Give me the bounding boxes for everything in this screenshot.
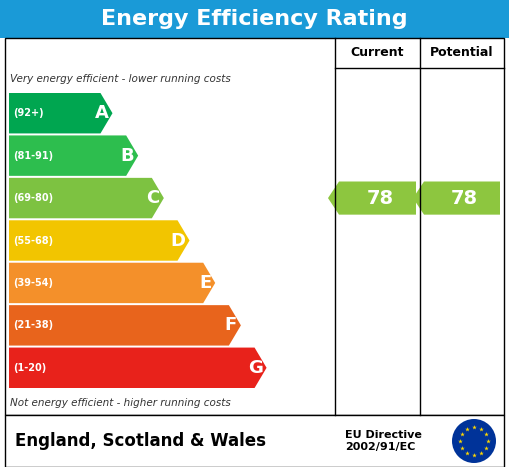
Text: (92+): (92+) (13, 108, 44, 118)
Text: A: A (95, 104, 108, 122)
Text: EU Directive
2002/91/EC: EU Directive 2002/91/EC (345, 430, 422, 452)
Text: E: E (199, 274, 211, 292)
Text: Very energy efficient - lower running costs: Very energy efficient - lower running co… (10, 74, 231, 84)
Circle shape (452, 419, 496, 463)
Bar (0, 0, 509, 38)
Polygon shape (9, 178, 164, 218)
Text: Not energy efficient - higher running costs: Not energy efficient - higher running co… (10, 398, 231, 408)
Polygon shape (9, 305, 241, 346)
Text: (21-38): (21-38) (13, 320, 53, 330)
Text: G: G (248, 359, 263, 377)
Text: (81-91): (81-91) (13, 151, 53, 161)
Polygon shape (413, 182, 500, 215)
Text: (55-68): (55-68) (13, 235, 53, 246)
Bar (5, 415, 504, 467)
Text: Potential: Potential (430, 47, 494, 59)
Text: England, Scotland & Wales: England, Scotland & Wales (15, 432, 266, 450)
Text: D: D (171, 232, 185, 249)
Text: 78: 78 (366, 189, 394, 207)
Bar (5, 38, 504, 415)
Text: C: C (147, 189, 160, 207)
Polygon shape (9, 135, 138, 176)
Polygon shape (9, 263, 215, 303)
Text: (69-80): (69-80) (13, 193, 53, 203)
Text: (39-54): (39-54) (13, 278, 53, 288)
Text: Current: Current (351, 47, 404, 59)
Polygon shape (9, 93, 112, 134)
Text: B: B (121, 147, 134, 165)
Text: F: F (224, 316, 237, 334)
Polygon shape (328, 182, 416, 215)
Text: Energy Efficiency Rating: Energy Efficiency Rating (101, 9, 408, 29)
Polygon shape (9, 347, 267, 388)
Text: (1-20): (1-20) (13, 363, 46, 373)
Polygon shape (9, 220, 189, 261)
Text: 78: 78 (451, 189, 478, 207)
